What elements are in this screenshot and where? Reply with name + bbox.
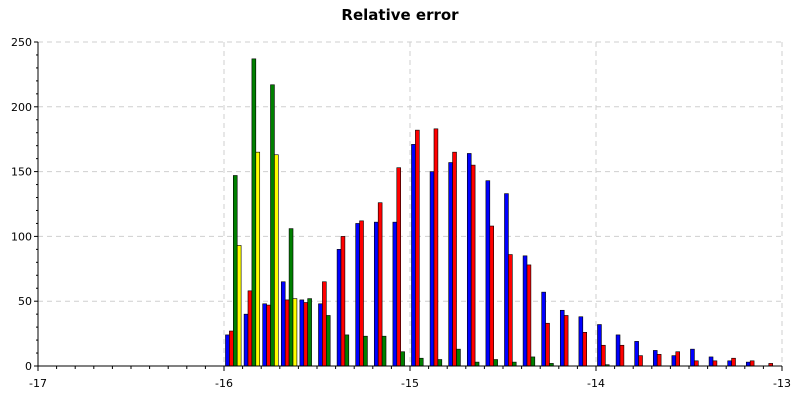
- bar-series0-bin17: [541, 291, 546, 367]
- bar-series0-bin12: [448, 162, 453, 367]
- bar-series2-bin8: [381, 335, 387, 367]
- bar-series1-bin28: [749, 360, 755, 367]
- bar-series0-bin8: [373, 221, 379, 367]
- bar-series2-bin9: [400, 351, 405, 367]
- bar-series2-bin16: [530, 356, 536, 367]
- bar-series0-bin16: [522, 255, 528, 367]
- bar-series0-bin0: [225, 334, 230, 367]
- bar-series1-bin24: [675, 351, 680, 367]
- bar-series0-bin19: [578, 316, 584, 367]
- bar-series1-bin14: [489, 225, 495, 367]
- bar-series0-bin11: [429, 171, 435, 367]
- bar-series0-bin25: [690, 348, 695, 367]
- bar-series2-bin6: [344, 334, 350, 367]
- bar-series2-bin15: [511, 361, 517, 367]
- bar-series0-bin14: [485, 180, 491, 367]
- bar-series1-bin13: [470, 164, 476, 367]
- bar-series1-bin26: [712, 360, 718, 367]
- bar-series2-bin14: [493, 359, 498, 367]
- bar-series2-bin12: [456, 348, 461, 367]
- bar-series0-bin28: [745, 361, 751, 367]
- bar-series1-bin7: [359, 220, 364, 367]
- bar-series0-bin1: [243, 313, 249, 367]
- bar-series2-bin0: [233, 175, 238, 367]
- x-tick-label-2: -15: [401, 377, 419, 390]
- bar-series2-bin4: [307, 298, 312, 367]
- bar-series1-bin20: [601, 344, 606, 367]
- bar-series0-bin5: [318, 303, 323, 367]
- bar-series0-bin18: [559, 309, 565, 367]
- bar-series3-bin2: [274, 154, 279, 367]
- bar-series1-bin22: [638, 355, 643, 367]
- bar-series3-bin3: [292, 298, 298, 367]
- y-tick-label-0: 0: [25, 360, 32, 373]
- bar-series0-bin2: [262, 303, 267, 367]
- bar-series0-bin26: [708, 356, 714, 367]
- bar-series1-bin9: [396, 167, 402, 367]
- bar-series3-bin1: [255, 151, 261, 367]
- bar-series1-bin0: [229, 330, 234, 367]
- bar-series0-bin22: [634, 341, 639, 367]
- bar-series2-bin3: [288, 228, 294, 367]
- x-tick-label-3: -14: [587, 377, 605, 390]
- bar-series1-bin16: [526, 264, 532, 367]
- bar-series0-bin4: [299, 299, 305, 367]
- x-tick-label-0: -17: [29, 377, 47, 390]
- bar-series1-bin10: [415, 129, 420, 367]
- bar-series0-bin27: [727, 360, 732, 367]
- bars: [225, 58, 773, 367]
- bar-series1-bin1: [247, 290, 253, 367]
- bar-series1-bin6: [340, 236, 346, 367]
- y-tick-label-1: 50: [18, 295, 32, 308]
- bar-series1-bin27: [731, 357, 736, 367]
- bar-series0-bin23: [652, 350, 658, 367]
- bar-series0-bin10: [411, 144, 416, 367]
- y-tick-label-4: 200: [11, 101, 32, 114]
- bar-series0-bin20: [597, 324, 602, 367]
- bar-series2-bin2: [270, 84, 275, 367]
- bar-series1-bin15: [508, 254, 513, 367]
- bar-series1-bin19: [582, 331, 587, 367]
- bar-series1-bin12: [452, 151, 457, 367]
- bar-series1-bin4: [303, 302, 309, 367]
- chart-title: Relative error: [341, 6, 459, 24]
- grid: [38, 41, 783, 366]
- bar-series2-bin13: [474, 361, 480, 367]
- bar-series1-bin18: [563, 315, 569, 367]
- bar-series2-bin1: [251, 58, 257, 367]
- bar-series2-bin10: [418, 357, 424, 367]
- y-tick-label-5: 250: [11, 36, 32, 49]
- bar-series1-bin21: [619, 344, 625, 367]
- y-tick-label-3: 150: [11, 166, 32, 179]
- bar-series1-bin3: [284, 299, 290, 367]
- bar-series0-bin6: [336, 249, 342, 367]
- bar-series1-bin5: [322, 281, 327, 367]
- bar-series0-bin15: [504, 193, 509, 367]
- bar-series1-bin25: [694, 360, 699, 367]
- bar-series1-bin2: [266, 304, 271, 367]
- bar-series1-bin8: [377, 202, 383, 367]
- x-tick-label-4: -13: [773, 377, 791, 390]
- bar-series2-bin11: [437, 359, 443, 367]
- bar-series0-bin13: [466, 153, 472, 367]
- bar-series0-bin7: [355, 223, 360, 367]
- bar-series1-bin11: [433, 128, 439, 367]
- bar-series1-bin17: [545, 322, 550, 367]
- x-tick-label-1: -16: [215, 377, 233, 390]
- bar-series3-bin0: [236, 245, 242, 367]
- bar-series0-bin9: [392, 221, 398, 367]
- bar-series0-bin24: [671, 355, 677, 367]
- y-tick-label-2: 100: [11, 230, 32, 243]
- bar-series0-bin3: [280, 281, 286, 367]
- bar-series2-bin7: [363, 335, 368, 367]
- ticks: 0 50 100 150 200 250 -17 -16 -15 -14 -13: [11, 36, 791, 390]
- bar-series2-bin5: [325, 315, 331, 367]
- bar-series1-bin23: [656, 354, 662, 367]
- bar-series0-bin21: [615, 334, 621, 367]
